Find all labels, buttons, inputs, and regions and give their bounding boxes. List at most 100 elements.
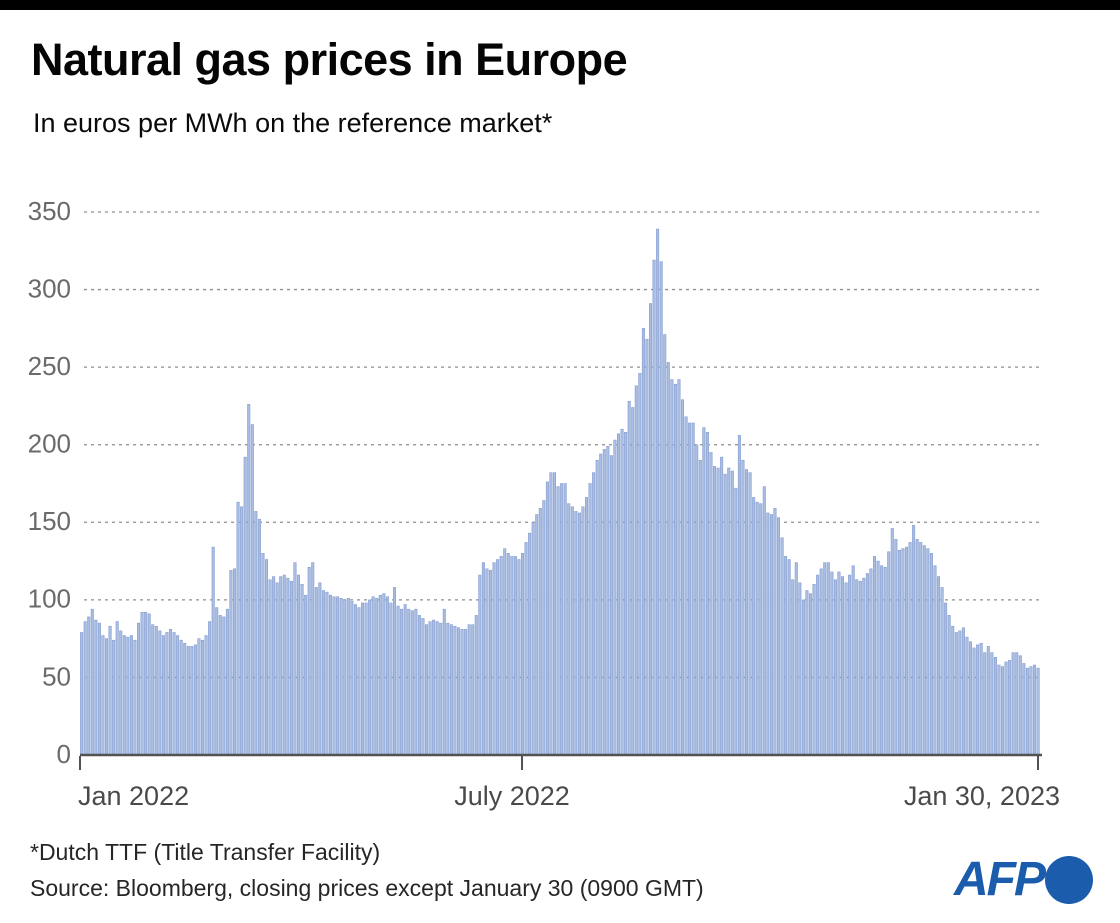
bar: [791, 579, 795, 756]
bar: [236, 501, 240, 756]
bar: [986, 646, 990, 756]
bar: [677, 379, 681, 756]
bar: [766, 512, 770, 756]
bar: [432, 619, 436, 756]
bar: [353, 604, 357, 756]
bar: [567, 503, 571, 756]
afp-logo-circle-icon: [1045, 856, 1093, 904]
bar: [684, 416, 688, 756]
bar: [83, 621, 87, 756]
bar: [137, 622, 141, 756]
bar: [449, 624, 453, 756]
bar: [457, 627, 461, 756]
bar: [218, 615, 222, 756]
bar: [563, 483, 567, 756]
bar: [1015, 652, 1019, 756]
bar: [101, 635, 105, 756]
bar: [972, 647, 976, 756]
bar: [403, 604, 407, 756]
bar: [300, 584, 304, 756]
bar: [912, 525, 916, 756]
bar: [474, 615, 478, 756]
bar: [179, 639, 183, 756]
bar: [489, 570, 493, 756]
bar: [1025, 667, 1029, 756]
bar: [599, 453, 603, 756]
bar: [993, 656, 997, 756]
y-axis-tick-label: 0: [57, 739, 71, 769]
bar: [755, 501, 759, 756]
bar: [421, 618, 425, 756]
bar: [937, 576, 941, 756]
bar: [169, 629, 173, 756]
bar: [496, 559, 500, 756]
bar: [1004, 661, 1008, 756]
bar: [375, 598, 379, 756]
bar: [1029, 666, 1033, 756]
bar: [321, 590, 325, 756]
bar: [147, 613, 151, 756]
bar: [737, 435, 741, 756]
x-axis-tick-label: Jan 30, 2023: [904, 781, 1060, 811]
bar: [126, 636, 130, 756]
bar: [809, 593, 813, 756]
bar: [723, 473, 727, 756]
bar: [211, 546, 215, 756]
bar: [343, 599, 347, 756]
bar: [247, 404, 251, 756]
bar: [1036, 667, 1040, 756]
bar: [528, 532, 532, 756]
bar: [385, 596, 389, 756]
bar: [275, 582, 279, 756]
bar: [521, 553, 525, 756]
bar: [371, 596, 375, 756]
bar: [947, 615, 951, 756]
bar: [560, 483, 564, 756]
bar: [617, 433, 621, 756]
bar: [435, 621, 439, 756]
bar: [492, 562, 496, 756]
bar: [805, 590, 809, 756]
bar: [926, 548, 930, 756]
bar: [464, 629, 468, 756]
bar: [1022, 663, 1026, 756]
bar: [158, 630, 162, 756]
bar: [883, 567, 887, 756]
bar: [115, 621, 119, 756]
bar: [979, 643, 983, 756]
bar: [510, 556, 514, 756]
bar: [517, 559, 521, 756]
bar: [261, 553, 265, 756]
bar: [428, 621, 432, 756]
bar: [201, 639, 205, 756]
bar: [1008, 660, 1012, 756]
bar: [759, 503, 763, 756]
bar: [752, 497, 756, 756]
bar: [688, 422, 692, 756]
bar: [254, 511, 258, 756]
y-axis-tick-label: 250: [28, 351, 71, 381]
afp-logo: AFP: [954, 856, 1093, 904]
bar: [666, 362, 670, 756]
bar: [919, 542, 923, 756]
bar: [311, 562, 315, 756]
bar: [670, 379, 674, 756]
bar: [880, 565, 884, 756]
bar: [87, 616, 91, 756]
bar: [915, 539, 919, 756]
bar: [215, 607, 219, 756]
bar: [503, 548, 507, 756]
bar: [652, 259, 656, 756]
bar: [467, 624, 471, 756]
y-axis-tick-label: 350: [28, 196, 71, 226]
bar: [656, 228, 660, 756]
bar: [346, 598, 350, 756]
bar: [233, 568, 237, 756]
bar: [826, 562, 830, 756]
bar: [745, 469, 749, 756]
bar: [787, 559, 791, 756]
bar: [453, 625, 457, 756]
bar: [208, 621, 212, 756]
bar: [634, 385, 638, 756]
